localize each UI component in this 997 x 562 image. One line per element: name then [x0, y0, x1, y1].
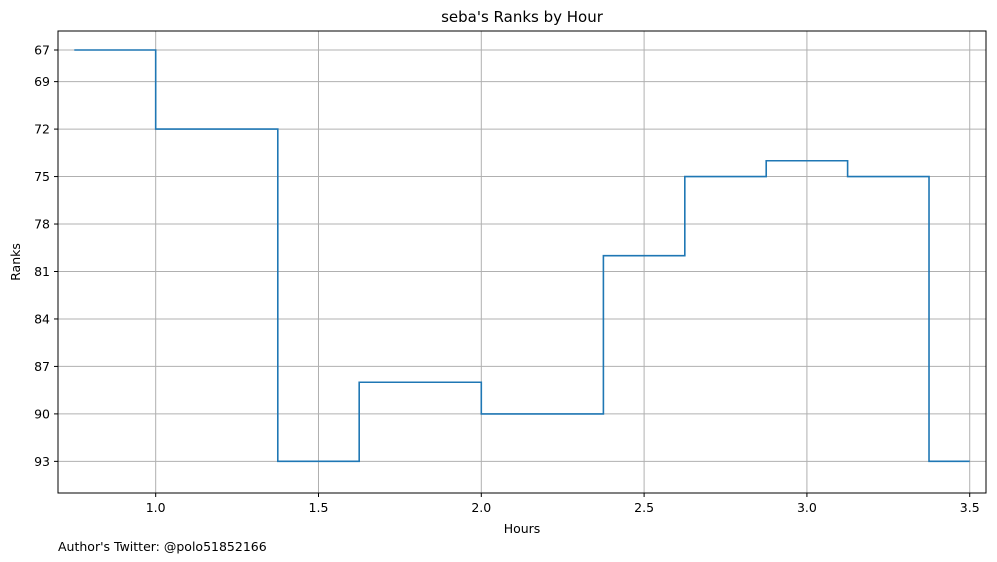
x-axis-ticks: 1.0 1.5 2.0 2.5 3.0 3.5: [146, 493, 980, 515]
y-tick-label: 90: [34, 406, 50, 421]
y-axis-ticks: 67 69 72 75 78 81 84 87 90 93: [34, 42, 58, 469]
x-axis-label: Hours: [504, 521, 541, 536]
x-tick-label: 3.5: [960, 500, 980, 515]
x-tick-label: 1.0: [146, 500, 166, 515]
y-axis-label: Ranks: [8, 243, 23, 281]
author-footnote: Author's Twitter: @polo51852166: [58, 539, 267, 554]
y-tick-label: 67: [34, 42, 50, 57]
plot-frame: [57, 30, 987, 494]
y-tick-label: 72: [34, 122, 50, 137]
chart-title: seba's Ranks by Hour: [441, 8, 604, 26]
y-tick-label: 93: [34, 454, 50, 469]
y-tick-label: 69: [34, 74, 50, 89]
grid-lines: [58, 31, 986, 493]
x-tick-label: 2.0: [471, 500, 491, 515]
y-tick-label: 78: [34, 217, 50, 232]
rank-step-line: [74, 49, 970, 463]
y-tick-label: 75: [34, 169, 50, 184]
y-tick-label: 87: [34, 359, 50, 374]
x-tick-label: 3.0: [797, 500, 817, 515]
series-layer: [74, 49, 970, 463]
y-tick-label: 84: [34, 311, 50, 326]
x-tick-label: 1.5: [309, 500, 329, 515]
y-tick-label: 81: [34, 264, 50, 279]
x-tick-label: 2.5: [634, 500, 654, 515]
